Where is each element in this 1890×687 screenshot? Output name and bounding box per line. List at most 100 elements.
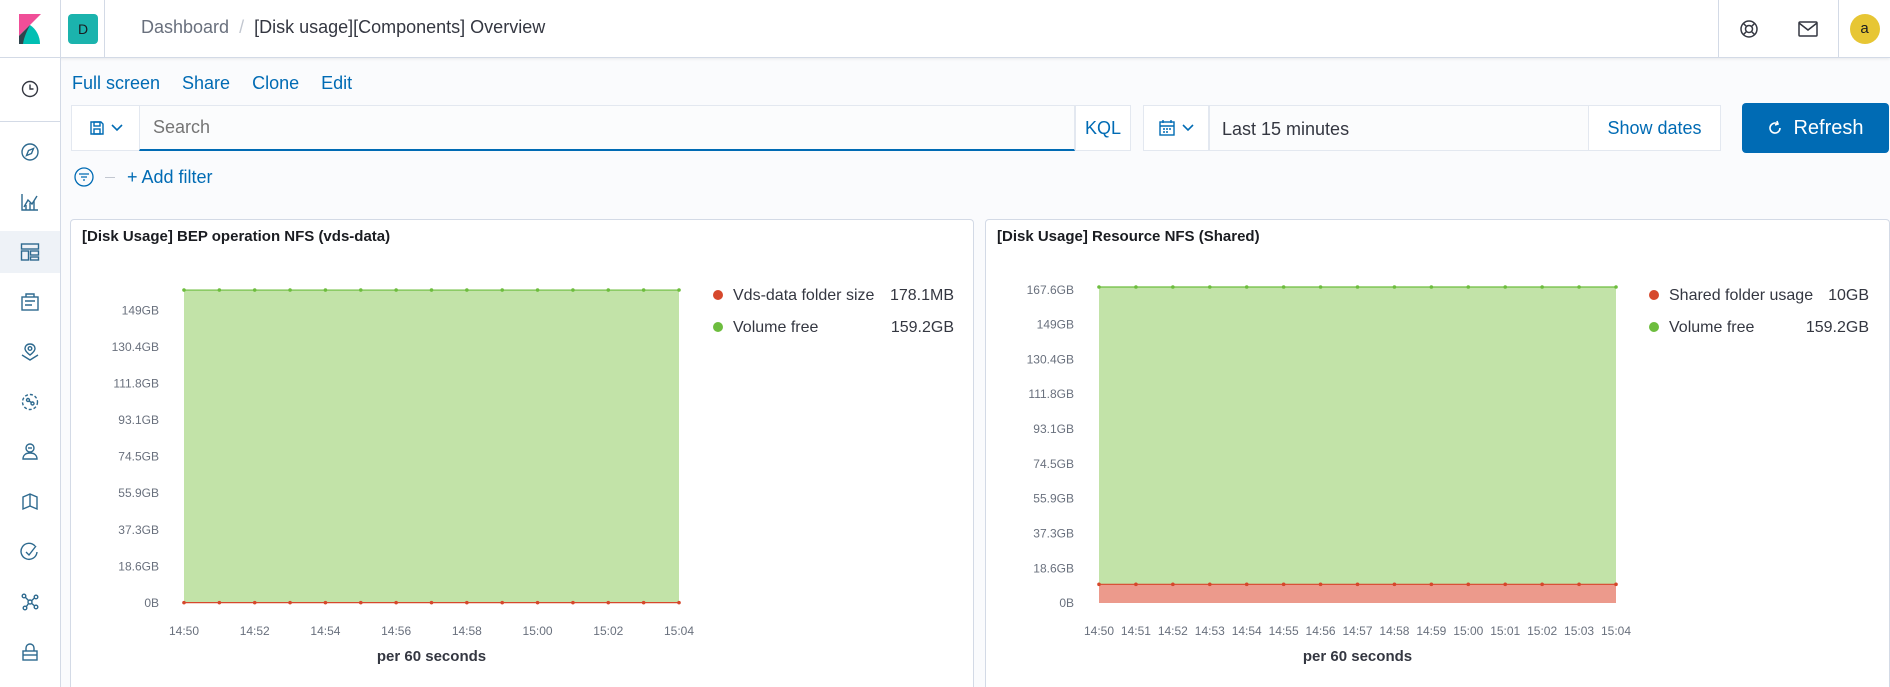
point-volume-free <box>1503 285 1508 289</box>
x-tick-label: 14:52 <box>1158 624 1188 638</box>
dashboard-top-menu: Full screen Share Clone Edit <box>72 73 352 94</box>
mail-icon <box>1798 20 1818 37</box>
user-menu-button[interactable]: a <box>1838 0 1890 57</box>
point-volume-free <box>252 288 257 292</box>
point-folder-usage <box>252 600 257 605</box>
legend-swatch <box>713 322 723 332</box>
legend-name: Vds-data folder size <box>733 287 875 304</box>
quick-date-menu-button[interactable] <box>1143 105 1209 151</box>
x-tick-label: 15:03 <box>1564 624 1594 638</box>
nav-canvas[interactable] <box>0 281 60 323</box>
point-volume-free <box>500 288 505 292</box>
side-nav <box>0 58 61 687</box>
point-folder-usage <box>500 600 505 605</box>
panel-title: [Disk Usage] Resource NFS (Shared) <box>997 228 1260 245</box>
nav-maps[interactable] <box>0 331 60 373</box>
y-tick-label: 74.5GB <box>1033 457 1074 471</box>
space-avatar: D <box>68 13 98 44</box>
point-volume-free <box>1614 285 1618 289</box>
share-link[interactable]: Share <box>182 73 231 93</box>
nav-discover[interactable] <box>0 131 60 173</box>
point-volume-free <box>1355 285 1360 289</box>
y-tick-label: 167.6GB <box>1027 283 1074 297</box>
panel-vds-data: 0B 18.6GB 37.3GB 55.9GB 74.5GB 93.1GB 111.8GB 1… <box>70 219 974 687</box>
point-volume-free <box>535 288 540 292</box>
nav-machine-learning[interactable] <box>0 381 60 423</box>
point-folder-usage <box>394 600 398 605</box>
x-axis-title: per 60 seconds <box>1303 648 1412 665</box>
newsfeed-button[interactable] <box>1778 0 1838 57</box>
x-tick-label: 14:53 <box>1195 624 1225 638</box>
y-tick-label: 93.1GB <box>1033 422 1074 436</box>
point-volume-free <box>677 288 681 292</box>
point-volume-free <box>606 288 611 292</box>
nav-logs[interactable] <box>0 481 60 523</box>
full-screen-link[interactable]: Full screen <box>72 73 161 93</box>
point-folder-usage <box>217 600 222 605</box>
saved-query-button[interactable] <box>71 105 139 151</box>
point-volume-free <box>1281 285 1286 289</box>
refresh-button[interactable]: Refresh <box>1742 103 1889 153</box>
add-filter-button[interactable]: + Add filter <box>127 167 213 187</box>
y-tick-label: 55.9GB <box>1033 492 1074 506</box>
point-folder-usage <box>1318 582 1323 587</box>
y-tick-label: 111.8GB <box>113 376 159 390</box>
clone-link[interactable]: Clone <box>252 73 300 93</box>
nav-apm[interactable] <box>0 531 60 573</box>
refresh-icon <box>1769 120 1782 134</box>
point-folder-usage <box>677 600 681 605</box>
point-volume-free <box>641 288 646 292</box>
point-volume-free <box>394 288 398 292</box>
nav-dashboard[interactable] <box>0 231 60 273</box>
maps-icon <box>21 343 39 361</box>
point-folder-usage <box>606 600 611 605</box>
panel-shared: 0B 18.6GB 37.3GB 55.9GB 74.5GB 93.1GB 111.8GB 1… <box>985 219 1890 687</box>
search-input[interactable] <box>139 105 1075 151</box>
filter-options-button[interactable] <box>74 167 94 192</box>
legend-name: Volume free <box>733 319 818 336</box>
x-tick-label: 14:54 <box>310 624 340 638</box>
clock-icon <box>21 80 39 98</box>
y-tick-label: 55.9GB <box>118 486 159 500</box>
edit-link[interactable]: Edit <box>321 73 353 93</box>
nav-recent[interactable] <box>0 68 60 110</box>
apm-icon <box>20 542 38 561</box>
nav-graph[interactable] <box>0 581 60 623</box>
nav-security[interactable] <box>0 631 60 673</box>
show-dates-button[interactable]: Show dates <box>1589 105 1721 151</box>
x-tick-label: 14:58 <box>452 624 482 638</box>
y-tick-label: 111.8GB <box>1028 387 1074 401</box>
nav-metrics[interactable] <box>0 431 60 473</box>
point-folder-usage <box>1244 582 1249 587</box>
point-volume-free <box>1097 285 1101 289</box>
filter-separator <box>105 177 115 178</box>
legend-swatch <box>713 290 723 300</box>
visualize-icon <box>21 194 38 211</box>
legend-swatch <box>1649 290 1659 300</box>
nav-visualize[interactable] <box>0 181 60 223</box>
point-folder-usage <box>1207 582 1212 587</box>
point-folder-usage <box>1392 582 1397 587</box>
query-language-button[interactable]: KQL <box>1075 105 1131 151</box>
date-range-display[interactable]: Last 15 minutes <box>1209 105 1589 151</box>
breadcrumb-current: [Disk usage][Components] Overview <box>254 17 546 37</box>
help-lifebuoy-icon <box>1739 19 1758 38</box>
area-volume-free <box>184 290 679 603</box>
point-volume-free <box>358 288 363 292</box>
point-folder-usage <box>1466 582 1471 587</box>
canvas-icon <box>21 293 39 311</box>
point-folder-usage <box>1134 582 1138 587</box>
point-folder-usage <box>1540 582 1544 587</box>
point-folder-usage <box>535 600 540 605</box>
logs-icon <box>22 493 38 511</box>
chart-vds-data: 0B 18.6GB 37.3GB 55.9GB 74.5GB 93.1GB 111.8GB 1… <box>112 287 954 665</box>
y-tick-label: 18.6GB <box>1033 561 1074 575</box>
space-selector-button[interactable]: D <box>62 0 105 57</box>
y-tick-label: 74.5GB <box>118 450 159 464</box>
kibana-logo-icon[interactable] <box>0 0 61 57</box>
point-folder-usage <box>571 600 575 605</box>
help-button[interactable] <box>1718 0 1778 57</box>
breadcrumb-dashboard[interactable]: Dashboard <box>141 17 230 37</box>
x-tick-label: 14:55 <box>1269 624 1299 638</box>
x-tick-label: 14:50 <box>1084 624 1114 638</box>
